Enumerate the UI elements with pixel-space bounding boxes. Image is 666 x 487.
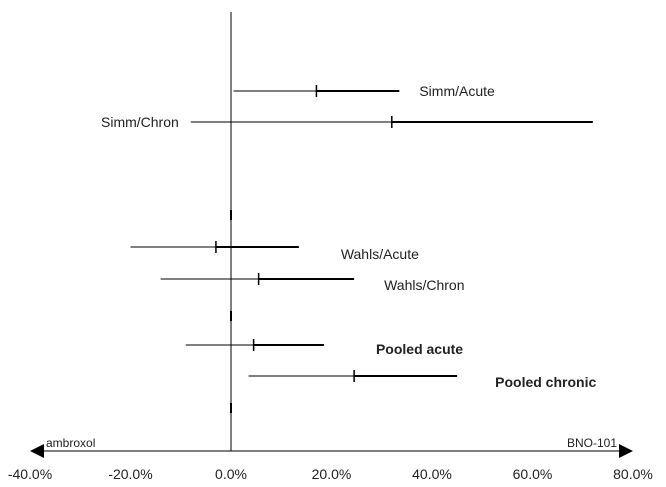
axis-left-label: ambroxol <box>46 436 95 450</box>
row-label: Pooled acute <box>376 341 463 357</box>
row-label: Wahls/Acute <box>341 246 419 262</box>
x-tick-label: 80.0% <box>613 466 653 482</box>
row-label: Simm/Chron <box>101 114 179 130</box>
x-tick-label: 20.0% <box>312 466 352 482</box>
x-tick-label: -40.0% <box>8 466 52 482</box>
x-tick-label: 40.0% <box>412 466 452 482</box>
row-label: Wahls/Chron <box>384 277 464 293</box>
x-tick-label: 0.0% <box>215 466 247 482</box>
axis-right-label: BNO-101 <box>567 436 617 450</box>
x-tick-label: -20.0% <box>108 466 152 482</box>
right-arrow-icon <box>619 444 633 458</box>
plot-area: ambroxol BNO-101 -40.0% -20.0% 0.0% 20.0% 40.0… <box>8 12 653 482</box>
x-tick-label: 60.0% <box>513 466 553 482</box>
row-label: Pooled chronic <box>495 374 596 390</box>
row-label: Simm/Acute <box>419 83 495 99</box>
left-arrow-icon <box>30 444 44 458</box>
